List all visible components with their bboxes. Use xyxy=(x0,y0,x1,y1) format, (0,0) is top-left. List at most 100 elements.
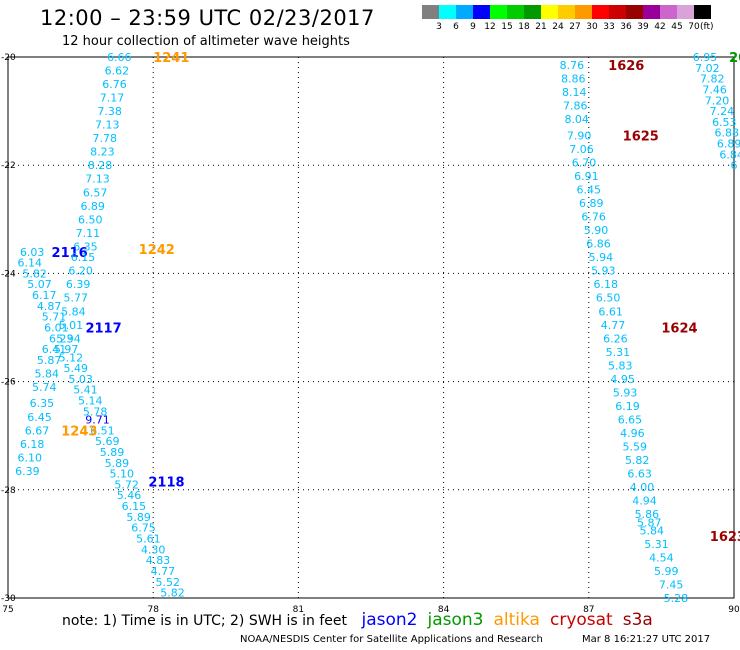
swh-value: 5.71 xyxy=(42,311,67,324)
legend-swatch xyxy=(422,5,439,19)
swh-value: 6.26 xyxy=(603,332,628,345)
legend-swatch xyxy=(660,5,677,19)
swh-value: 5.94 xyxy=(589,251,614,264)
swh-value: 5.97 xyxy=(54,343,79,356)
swh-value: 6.39 xyxy=(15,465,40,478)
color-legend: 3 6 9 12 15 18 21 24 27 30 33 36 39 42 45 70 (ft) xyxy=(422,5,714,36)
swh-value: 6.23 xyxy=(49,332,74,345)
swh-value: 6.51 xyxy=(90,424,115,437)
satellite-label-altika: altika xyxy=(493,610,540,630)
legend-tick-label: 45 xyxy=(671,22,683,32)
legend-tick-label: 27 xyxy=(569,22,581,32)
swh-value: 6.57 xyxy=(83,186,108,199)
y-tick-label: -24 xyxy=(1,269,16,279)
footer-note: note: 1) Time is in UTC; 2) SWH is in fe… xyxy=(62,610,653,630)
swh-value: 4.00 xyxy=(630,481,655,494)
swh-value: 6.61 xyxy=(598,305,623,318)
legend-swatch xyxy=(439,5,456,19)
swh-value: 5.12 xyxy=(59,351,84,364)
swh-value: 7.38 xyxy=(97,105,122,118)
swh-value: 6.84 xyxy=(719,148,740,161)
swh-value: 8.28 xyxy=(88,159,113,172)
swh-value: 5.07 xyxy=(27,278,52,291)
swh-value: 8.14 xyxy=(562,86,587,99)
swh-value: 6.89 xyxy=(717,138,740,151)
color-legend-bar xyxy=(422,5,711,19)
swh-value: 5.74 xyxy=(32,381,57,394)
swh-value: 6.95 xyxy=(693,51,718,64)
satellite-label-cryosat: cryosat xyxy=(549,610,613,630)
legend-tick-label: 18 xyxy=(518,22,530,32)
swh-value: 7.82 xyxy=(700,73,725,86)
x-tick-label: 90 xyxy=(728,605,740,615)
swh-value: 5.46 xyxy=(117,489,142,502)
legend-swatch xyxy=(524,5,541,19)
chart-title: 12:00 – 23:59 UTC 02/23/2017 xyxy=(40,6,375,30)
legend-tick-label: 39 xyxy=(637,22,649,32)
swh-value: 4.94 xyxy=(632,495,657,508)
swh-value: 5.69 xyxy=(95,435,120,448)
swh-value: 6.14 xyxy=(18,257,43,270)
swh-value: 7.02 xyxy=(695,62,720,75)
swh-value: 4.77 xyxy=(151,565,176,578)
swh-value: 5.89 xyxy=(100,446,125,459)
swh-value: 5.52 xyxy=(155,576,180,589)
satellite-label-jason3: jason3 xyxy=(427,610,484,630)
legend-swatch xyxy=(558,5,575,19)
x-tick-label: 78 xyxy=(147,605,159,615)
note-text: note: 1) Time is in UTC; 2) SWH is in fe… xyxy=(62,613,348,629)
track-label: 2116 xyxy=(52,246,88,261)
swh-value: 5.89 xyxy=(126,511,151,524)
plot-frame xyxy=(7,56,735,599)
legend-tick-label: 12 xyxy=(484,22,496,32)
swh-value: 5.99 xyxy=(654,565,679,578)
swh-value: 5.82 xyxy=(22,267,47,280)
swh-value: 7.17 xyxy=(100,92,125,105)
swh-value: 4.95 xyxy=(610,373,635,386)
legend-tick-label: 30 xyxy=(586,22,598,32)
swh-value: 5.84 xyxy=(61,305,86,318)
swh-value: 6.20 xyxy=(68,265,93,278)
swh-value: 5.89 xyxy=(105,457,130,470)
swh-value: 6.19 xyxy=(615,400,640,413)
legend-swatch xyxy=(456,5,473,19)
swh-value: 6.41 xyxy=(42,343,67,356)
swh-value: 6.76 xyxy=(102,78,127,91)
legend-tick-label: 70 xyxy=(688,22,700,32)
swh-value: 7.06 xyxy=(569,143,594,156)
y-tick-label: -20 xyxy=(1,53,16,63)
swh-value: 5.31 xyxy=(606,346,631,359)
legend-tick-label: 3 xyxy=(436,22,442,32)
swh-value: 5.82 xyxy=(625,454,650,467)
x-tick-label: 87 xyxy=(583,605,594,615)
swh-value: 4.30 xyxy=(141,543,166,556)
track-label: 20 xyxy=(729,51,740,66)
track-label: 1625 xyxy=(623,129,659,144)
swh-value: 5.61 xyxy=(136,532,161,545)
legend-unit: (ft) xyxy=(700,22,714,32)
legend-tick-label: 36 xyxy=(620,22,632,32)
swh-value: 6.18 xyxy=(20,438,45,451)
swh-value: 5.28 xyxy=(664,592,689,605)
legend-swatch xyxy=(609,5,626,19)
legend-tick-label: 33 xyxy=(603,22,615,32)
swh-value: 5.90 xyxy=(584,224,609,237)
swh-value: 6.03 xyxy=(20,246,45,259)
swh-value: 5.87 xyxy=(37,354,62,367)
credit-text: NOAA/NESDIS Center for Satellite Applica… xyxy=(240,634,543,645)
swh-value: 6.65 xyxy=(618,413,643,426)
track-label: 1623 xyxy=(710,530,740,545)
swh-value: 6.45 xyxy=(27,411,52,424)
swh-value: 5.87 xyxy=(637,516,662,529)
swh-value: 6.50 xyxy=(78,213,103,226)
swh-value: 5.84 xyxy=(34,367,59,380)
swh-value: 6.91 xyxy=(574,170,599,183)
swh-value: 5.84 xyxy=(639,524,664,537)
legend-swatch xyxy=(490,5,507,19)
swh-value: 4.54 xyxy=(649,551,674,564)
swh-value: 6.67 xyxy=(25,424,50,437)
x-tick-label: 75 xyxy=(2,605,13,615)
swh-value: 5.93 xyxy=(591,265,616,278)
legend-swatch xyxy=(592,5,609,19)
